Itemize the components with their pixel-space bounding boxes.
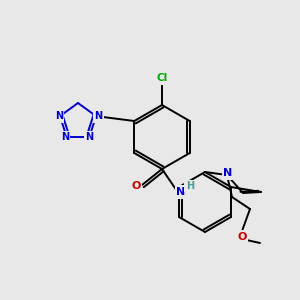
Text: Cl: Cl <box>156 73 168 83</box>
Text: N: N <box>85 132 93 142</box>
Text: N: N <box>224 168 232 178</box>
Text: N: N <box>176 187 186 197</box>
Text: N: N <box>94 111 102 121</box>
Text: N: N <box>55 111 63 121</box>
Text: H: H <box>186 181 194 191</box>
Text: O: O <box>237 232 247 242</box>
Text: N: N <box>61 132 69 142</box>
Text: O: O <box>131 181 141 191</box>
